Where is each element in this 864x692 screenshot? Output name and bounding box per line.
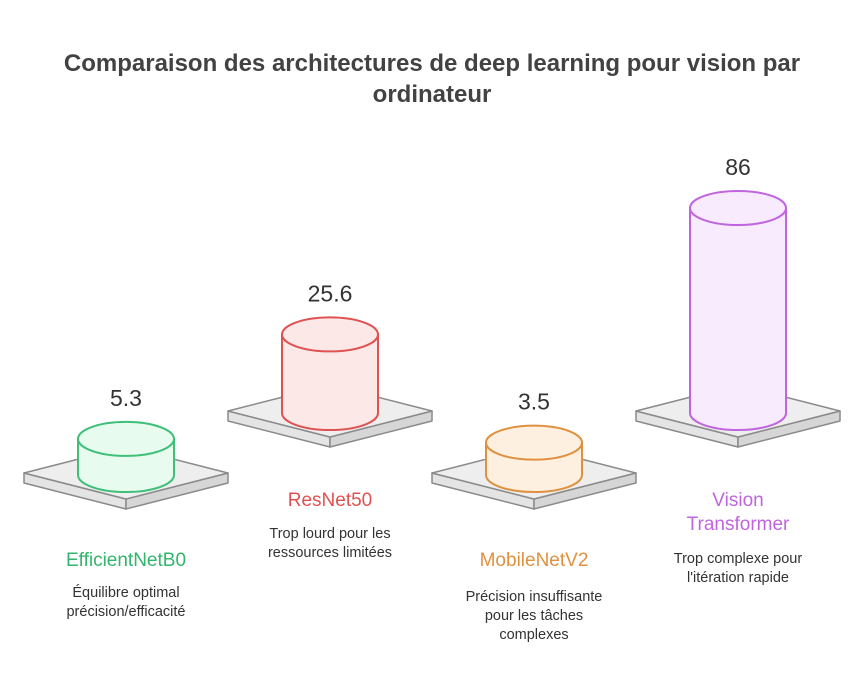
description-vision-transformer: Trop complexe pour [674,551,803,567]
bar-resnet50 [281,333,379,431]
value-label-resnet50: 25.6 [308,280,353,306]
description-resnet50: ressources limitées [268,545,392,561]
bar-top-vision-transformer [689,190,787,226]
bar-top-mobilenetv2 [485,424,583,461]
description-mobilenetv2: complexes [499,627,568,643]
value-label-mobilenetv2: 3.5 [518,389,550,415]
bar-top-resnet50 [281,316,379,353]
category-label-efficientnetb0: EfficientNetB0 [66,550,186,571]
value-label-efficientnetb0: 5.3 [110,385,142,411]
category-label-resnet50: ResNet50 [288,490,373,511]
description-mobilenetv2: Précision insuffisante [466,589,603,605]
bar-vision-transformer [689,207,787,431]
category-label-mobilenetv2: MobileNetV2 [480,550,589,571]
description-efficientnetb0: précision/efficacité [66,604,185,620]
description-mobilenetv2: pour les tâches [485,608,583,624]
description-resnet50: Trop lourd pour les [269,526,390,542]
bar-top-efficientnetb0 [77,420,175,457]
description-efficientnetb0: Équilibre optimal [72,584,179,601]
value-label-vision-transformer: 86 [725,154,751,180]
category-label-vision-transformer: Vision [712,490,763,511]
description-vision-transformer: l'itération rapide [687,570,789,586]
category-label-vision-transformer: Transformer [687,514,790,535]
chart-title: Comparaison des architectures de deep le… [63,50,801,108]
